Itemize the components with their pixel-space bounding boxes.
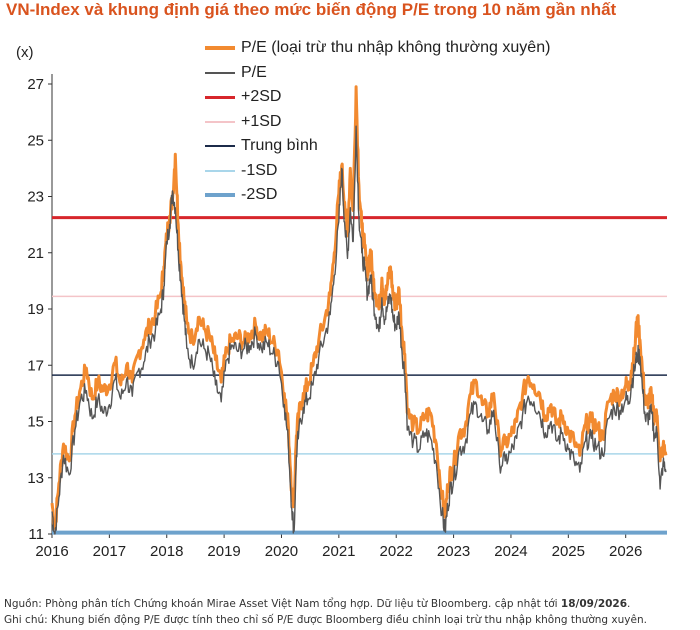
legend-swatch-mean [205, 145, 235, 148]
legend-swatch-plus2sd [205, 95, 235, 99]
x-tick-label: 2024 [494, 543, 527, 560]
x-tick-label: 2020 [265, 543, 298, 560]
legend-item-plus2sd: +2SD [205, 85, 550, 110]
x-tick-label: 2019 [207, 543, 240, 560]
source-date: 18/09/2026 [560, 598, 628, 610]
source-text: Nguồn: Phòng phân tích Chứng khoán Mirae… [4, 598, 561, 610]
legend-item-pe: P/E [205, 61, 550, 86]
y-tick-label: 13 [27, 470, 44, 487]
y-axis-unit-label: (x) [16, 44, 34, 61]
legend-item-pe-adjusted: P/E (loại trừ thu nhập không thường xuyê… [205, 36, 550, 61]
legend-label-mean: Trung bình [241, 137, 318, 155]
x-tick-label: 2025 [552, 543, 585, 560]
y-tick-label: 27 [27, 76, 44, 93]
legend-swatch-minus1sd [205, 169, 235, 172]
x-tick-label: 2017 [93, 543, 126, 560]
legend-item-minus1sd: -1SD [205, 159, 550, 184]
y-tick-label: 15 [27, 414, 44, 431]
legend-label-minus1sd: -1SD [241, 161, 278, 179]
chart-title: VN-Index và khung định giá theo mức biến… [6, 0, 617, 19]
chart-canvas: 11 13 15 17 19 21 23 25 27 2016 2017 2018 2019 2020 20… [27, 74, 668, 560]
source-note: Nguồn: Phòng phân tích Chứng khoán Mirae… [4, 598, 630, 610]
x-tick-label: 2021 [322, 543, 355, 560]
series-line-pe [51, 125, 667, 535]
y-tick-label: 25 [27, 132, 44, 149]
x-tick-label: 2016 [35, 543, 68, 560]
y-tick-label: 17 [27, 357, 44, 374]
x-tick-label: 2022 [380, 543, 413, 560]
legend-label-pe: P/E [241, 63, 267, 81]
source-suffix: . [627, 598, 631, 610]
chart-legend: P/E (loại trừ thu nhập không thường xuyê… [205, 36, 550, 208]
y-tick-label: 19 [27, 301, 44, 318]
x-tick-label: 2026 [609, 543, 642, 560]
legend-swatch-minus2sd [205, 193, 235, 198]
y-tick-label: 11 [28, 526, 44, 543]
legend-label-plus1sd: +1SD [241, 112, 282, 130]
legend-label-minus2sd: -2SD [241, 186, 278, 204]
x-tick-label: 2018 [150, 543, 183, 560]
legend-item-mean: Trung bình [205, 134, 550, 159]
legend-swatch-pe [205, 71, 235, 74]
legend-item-plus1sd: +1SD [205, 110, 550, 135]
legend-swatch-plus1sd [205, 120, 235, 123]
legend-label-pe-adjusted: P/E (loại trừ thu nhập không thường xuyê… [241, 39, 551, 57]
y-tick-label: 23 [27, 189, 44, 206]
legend-label-plus2sd: +2SD [241, 88, 282, 106]
y-tick-label: 21 [27, 245, 44, 262]
methodology-note: Ghi chú: Khung biến động P/E được tính t… [4, 614, 647, 626]
legend-item-minus2sd: -2SD [205, 183, 550, 208]
legend-swatch-pe-adjusted [205, 46, 235, 51]
x-tick-label: 2023 [437, 543, 470, 560]
